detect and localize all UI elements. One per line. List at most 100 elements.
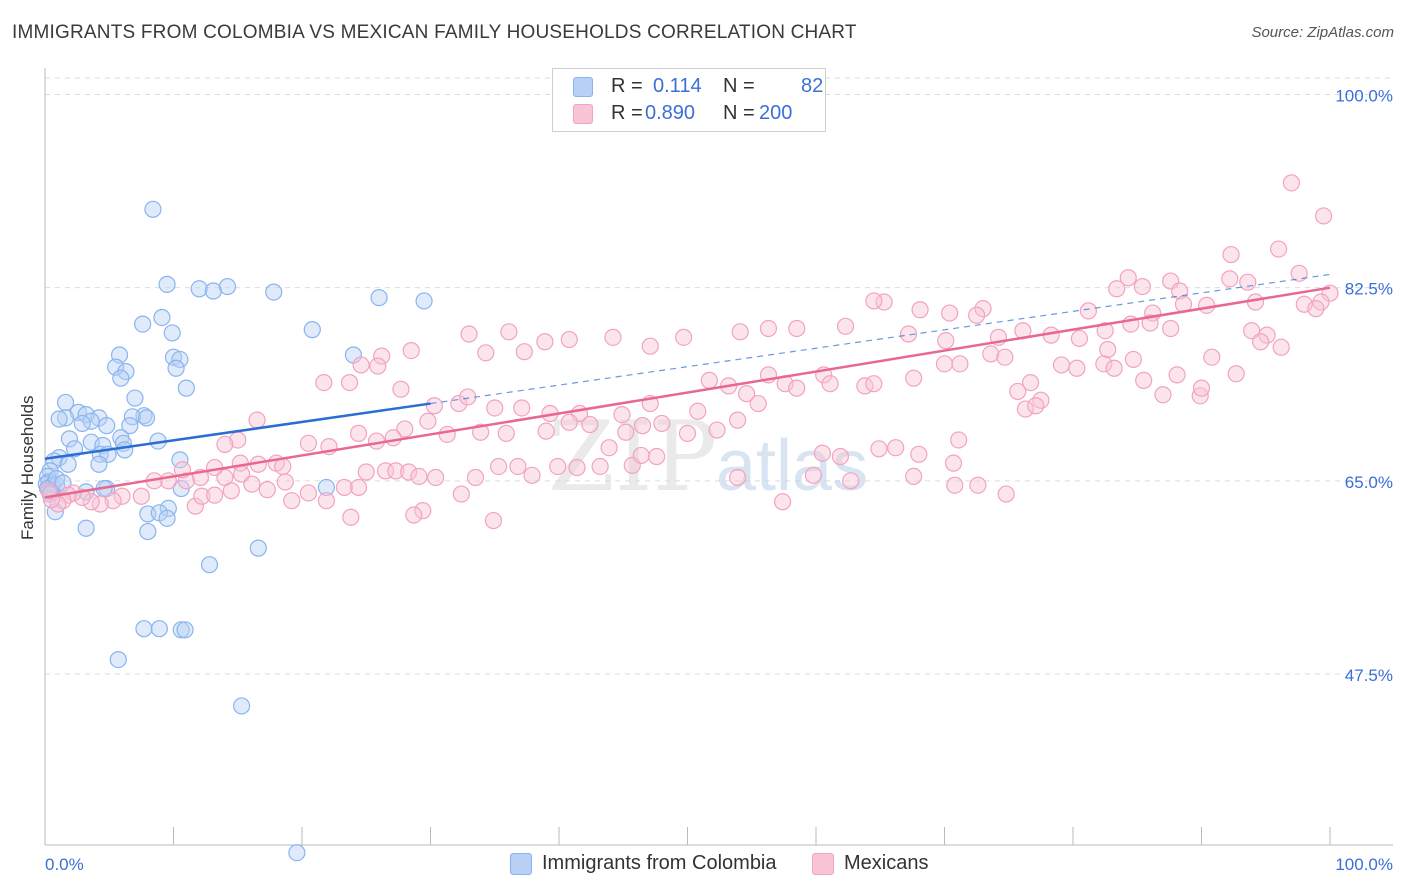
mexicans-point: [997, 485, 1015, 503]
bottom-legend-swatch-mexicans: [812, 853, 834, 875]
mexicans-point: [1124, 350, 1142, 369]
mexicans-point: [865, 375, 883, 393]
legend-n-value-colombia: 82: [801, 75, 824, 97]
colombia-point: [317, 478, 336, 497]
mexicans-point: [813, 444, 832, 462]
legend-swatch-mexicans: [573, 104, 593, 124]
mexicans-point: [452, 485, 470, 503]
mexicans-point: [419, 412, 437, 430]
mexicans-point: [1027, 397, 1045, 415]
colombia-point: [265, 283, 283, 301]
legend-n-label: N =: [723, 75, 755, 97]
mexicans-point: [299, 434, 318, 452]
mexicans-point: [299, 484, 318, 502]
mexicans-point: [581, 415, 599, 434]
mexicans-point: [186, 497, 204, 515]
colombia-point: [59, 455, 77, 473]
colombia-point: [134, 315, 152, 333]
colombia-point: [121, 417, 139, 435]
mexicans-point: [315, 373, 333, 392]
mexicans-point: [969, 476, 987, 494]
mexicans-point: [283, 492, 301, 510]
colombia-point: [139, 522, 157, 541]
mexicans-point: [905, 369, 923, 387]
bottom-legend-swatch-colombia: [510, 853, 532, 875]
mexicans-point: [243, 475, 261, 493]
colombia-point: [126, 389, 144, 407]
bottom-legend-label-mexicans: Mexicans: [844, 852, 929, 874]
mexicans-point: [402, 341, 420, 360]
mexicans-point: [865, 292, 883, 310]
legend-r-label: R =: [611, 102, 643, 124]
mexicans-point: [373, 347, 391, 365]
y-tick-label: 82.5%: [1345, 280, 1393, 299]
legend-swatch-colombia: [573, 77, 593, 97]
mexicans-point: [1079, 302, 1098, 320]
legend-r-value-colombia: 0.114: [653, 75, 702, 97]
colombia-point: [109, 650, 127, 669]
mexicans-point: [749, 394, 767, 413]
mexicans-point: [414, 502, 432, 520]
mexicans-point: [836, 317, 855, 335]
colombia-point: [77, 519, 95, 537]
mexicans-point: [193, 487, 211, 505]
colombia-point: [288, 844, 306, 862]
mexicans-point: [276, 473, 294, 491]
mexicans-point: [216, 435, 234, 453]
mexicans-point: [1016, 400, 1035, 418]
mexicans-point: [1135, 371, 1153, 389]
mexicans-point: [113, 487, 131, 505]
mexicans-point: [396, 420, 414, 438]
mexicans-point: [317, 492, 336, 510]
mexicans-point: [549, 457, 567, 476]
mexicans-point: [1105, 359, 1123, 377]
colombia-point: [153, 308, 171, 327]
mexicans-point: [1070, 329, 1089, 348]
mexicans-point: [1252, 333, 1270, 351]
mexicans-point: [484, 511, 503, 530]
mexicans-point: [425, 397, 443, 415]
mexicans-point: [600, 439, 618, 457]
colombia-point: [204, 282, 222, 300]
mexicans-point: [349, 424, 368, 442]
mexicans-point: [1272, 338, 1290, 356]
mexicans-point: [887, 439, 905, 457]
mexicans-point: [935, 355, 954, 373]
mexicans-point: [560, 413, 578, 431]
colombia-point: [150, 620, 168, 638]
colombia-point: [73, 414, 91, 433]
mexicans-point: [438, 425, 456, 444]
mexicans-point: [73, 488, 91, 506]
mexicans-point: [1227, 365, 1245, 383]
mexicans-point: [349, 478, 368, 497]
colombia-point: [98, 417, 116, 435]
x-tick-label: 100.0%: [1335, 855, 1393, 874]
mexicans-point: [729, 468, 747, 487]
mexicans-point: [1021, 373, 1040, 392]
legend-n-label: N =: [723, 102, 755, 124]
mexicans-point: [1307, 300, 1325, 318]
colombia-point: [171, 350, 189, 369]
bottom-legend-label-colombia: Immigrants from Colombia: [542, 852, 777, 874]
y-tick-label: 65.0%: [1345, 473, 1393, 492]
mexicans-point: [177, 472, 195, 490]
mexicans-point: [591, 457, 609, 476]
colombia-point: [190, 280, 208, 298]
mexicans-point: [392, 380, 410, 398]
mexicans-point: [509, 457, 527, 476]
mexicans-point: [1154, 386, 1172, 404]
colombia-point: [233, 697, 251, 715]
colombia-point: [116, 441, 134, 459]
colombia-point: [137, 409, 156, 427]
mexicans-point: [831, 447, 850, 466]
y-tick-label: 47.5%: [1345, 666, 1393, 685]
colombia-point: [107, 358, 125, 376]
mexicans-point: [513, 399, 531, 417]
mexicans-point: [641, 337, 659, 355]
mexicans-point: [678, 424, 697, 442]
mexicans-point: [460, 325, 478, 343]
mexicans-point: [804, 466, 823, 484]
mexicans-point: [497, 424, 515, 442]
watermark-atlas: atlas: [716, 426, 868, 506]
mexicans-trend-line: [44, 286, 1331, 499]
